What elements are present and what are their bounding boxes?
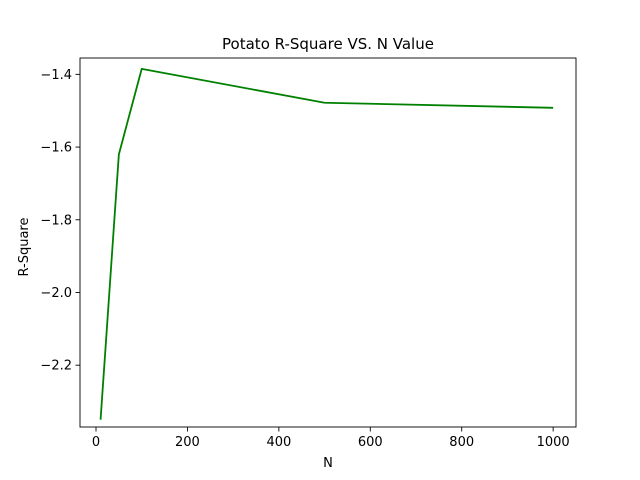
y-tick-label: −2.2 — [40, 359, 72, 374]
y-tick-label: −1.8 — [40, 213, 72, 228]
x-axis-label: N — [323, 456, 333, 471]
x-tick-label: 0 — [92, 435, 100, 450]
y-axis-label: R-Square — [17, 218, 32, 277]
series-line-0 — [99, 68, 554, 420]
x-tick-label: 400 — [266, 435, 291, 450]
x-tick-label: 1000 — [537, 435, 570, 450]
y-tick-label: −2.0 — [40, 286, 72, 301]
y-tick-label: −1.4 — [40, 68, 72, 83]
x-tick-label: 600 — [358, 435, 383, 450]
axes-frame — [79, 57, 577, 428]
x-tick-label: 200 — [175, 435, 200, 450]
chart-title: Potato R-Square VS. N Value — [222, 35, 434, 53]
plot-area: 0 200 400 600 800 1000 −2.2 −2.0 −1.8 −1.6 −1.4 — [40, 57, 577, 450]
y-tick-label: −1.6 — [40, 141, 72, 156]
x-tick-label: 800 — [449, 435, 474, 450]
